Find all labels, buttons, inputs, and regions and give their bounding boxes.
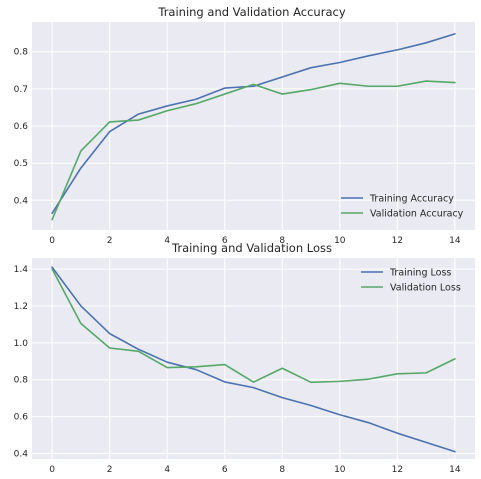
accuracy-x-tick-label: 2 bbox=[107, 236, 113, 246]
validation-loss-line bbox=[51, 268, 456, 384]
accuracy-y-tick-label: 0.8 bbox=[14, 48, 29, 58]
loss-x-tick-label: 6 bbox=[222, 465, 228, 475]
training-loss-legend-label: Training Loss bbox=[389, 268, 451, 279]
accuracy-x-tick-label: 6 bbox=[222, 236, 228, 246]
loss-x-tick-label: 4 bbox=[164, 465, 170, 475]
loss-y-tick-label: 1.4 bbox=[14, 265, 29, 275]
loss-chart: Training and Validation Loss 0 2 4 6 8 10 12 14… bbox=[14, 241, 475, 475]
accuracy-chart-title: Training and Validation Accuracy bbox=[157, 5, 345, 19]
accuracy-x-tick-label: 4 bbox=[164, 236, 170, 246]
loss-y-tick-label: 1.2 bbox=[14, 302, 28, 312]
loss-y-tick-label: 1.0 bbox=[14, 339, 29, 349]
accuracy-x-tick-label: 0 bbox=[49, 236, 55, 246]
loss-y-tick-label: 0.6 bbox=[14, 413, 29, 423]
training-loss-line bbox=[51, 266, 456, 453]
validation-accuracy-line bbox=[51, 80, 456, 221]
loss-x-tick-label: 0 bbox=[49, 465, 55, 475]
loss-x-tick-label: 12 bbox=[392, 465, 403, 475]
accuracy-y-tick-label: 0.5 bbox=[14, 159, 28, 169]
training-accuracy-legend-label: Training Accuracy bbox=[369, 194, 454, 205]
accuracy-x-tick-label: 8 bbox=[279, 236, 285, 246]
accuracy-y-tick-label: 0.6 bbox=[14, 122, 29, 132]
loss-x-tick-label: 2 bbox=[107, 465, 113, 475]
loss-legend: Training Loss Validation Loss bbox=[361, 268, 461, 294]
accuracy-x-tick-label: 14 bbox=[449, 236, 461, 246]
loss-chart-title: Training and Validation Loss bbox=[171, 241, 332, 255]
accuracy-y-tick-label: 0.7 bbox=[14, 85, 28, 95]
loss-y-tick-label: 0.4 bbox=[14, 449, 29, 459]
training-accuracy-line bbox=[51, 33, 456, 215]
accuracy-x-tick-label: 10 bbox=[334, 236, 346, 246]
accuracy-x-tick-label: 12 bbox=[392, 236, 403, 246]
loss-x-tick-label: 10 bbox=[334, 465, 346, 475]
accuracy-chart: Training and Validation Accuracy 0 2 4 6 8 10… bbox=[14, 5, 475, 246]
accuracy-y-tick-label: 0.4 bbox=[14, 196, 29, 206]
loss-x-tick-label: 8 bbox=[279, 465, 285, 475]
loss-plot-area bbox=[32, 258, 475, 459]
validation-loss-legend-label: Validation Loss bbox=[390, 283, 461, 294]
accuracy-legend: Training Accuracy Validation Accuracy bbox=[341, 194, 464, 220]
loss-x-tick-label: 14 bbox=[449, 465, 461, 475]
loss-y-tick-label: 0.8 bbox=[14, 376, 29, 386]
validation-accuracy-legend-label: Validation Accuracy bbox=[370, 209, 464, 220]
